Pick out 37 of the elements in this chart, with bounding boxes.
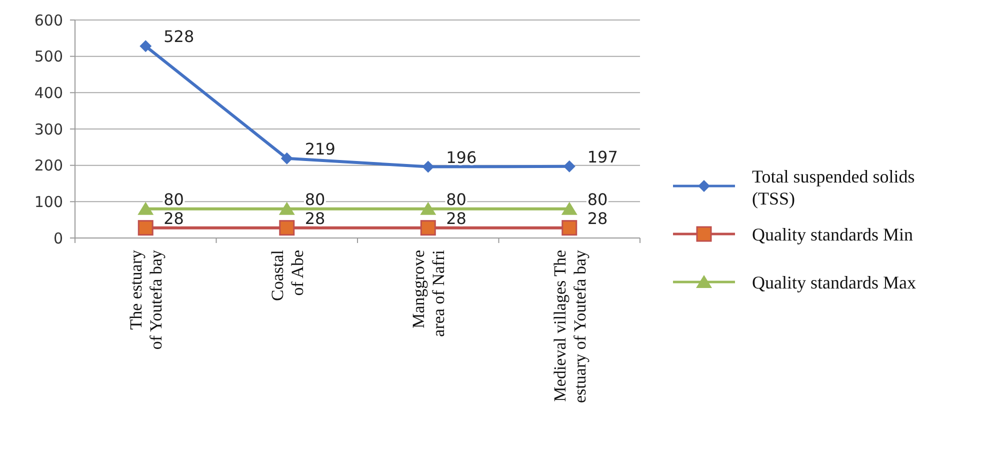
point	[420, 220, 436, 236]
x-tick-label: Manggrove area of Nafri	[409, 250, 448, 337]
point	[278, 202, 295, 215]
x-tick-label: The estuary of Youtefa bay	[126, 250, 166, 350]
point	[562, 220, 578, 236]
point	[138, 220, 154, 236]
data-label: 80	[164, 190, 184, 209]
y-tick-label: 500	[34, 48, 63, 66]
point	[563, 160, 576, 172]
data-label: 219	[304, 139, 336, 158]
point	[138, 202, 154, 215]
legend-label: Quality standards Min	[752, 224, 913, 244]
legend-label: Total suspended solids (TSS)	[752, 166, 915, 208]
data-label: 80	[587, 190, 608, 209]
y-tick-label: 100	[34, 192, 63, 211]
legend-label: Quality standards Max	[752, 272, 916, 292]
data-label: 28	[304, 208, 326, 228]
data-label: 528	[164, 27, 194, 46]
y-tick-label: 300	[34, 120, 63, 138]
y-tick-label: 200	[34, 156, 63, 175]
data-label: 80	[446, 190, 466, 209]
x-tick-label: Coastal of Abe	[268, 250, 307, 301]
point	[279, 220, 295, 236]
y-tick-label: 400	[34, 84, 63, 102]
data-label: 196	[446, 148, 477, 167]
data-label: 28	[587, 208, 608, 228]
data-label: 197	[587, 147, 618, 166]
point	[140, 40, 152, 52]
point	[420, 202, 436, 215]
data-label: 80	[304, 190, 326, 209]
point	[280, 152, 293, 164]
y-tick-label: 0	[53, 229, 63, 248]
point	[561, 202, 578, 215]
y-tick-label: 600	[34, 11, 63, 30]
data-label: 28	[164, 208, 184, 228]
data-label: 28	[446, 208, 466, 228]
point	[422, 160, 434, 173]
